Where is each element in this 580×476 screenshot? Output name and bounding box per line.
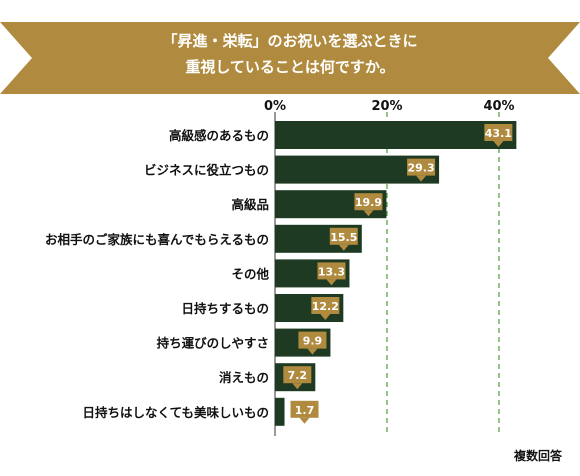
bar-row: 高級感のあるもの 43.1: [169, 121, 517, 149]
value-badge-pointer: [292, 383, 303, 390]
value-badge-pointer: [326, 279, 337, 286]
value-label: 43.1: [485, 127, 512, 140]
value-label: 29.3: [408, 162, 435, 175]
value-badge: [290, 400, 319, 418]
bars: 高級感のあるもの 43.1 ビジネスに役立つもの 29.3 高級品 19.9 お相手のご家族…: [45, 121, 517, 426]
value-badge-pointer: [320, 314, 331, 320]
category-label: 日持ちするもの: [181, 301, 269, 316]
bar-row: その他 13.3: [231, 259, 350, 288]
value-label: 1.7: [295, 404, 315, 417]
value-label: 13.3: [318, 265, 345, 278]
value-badge: [407, 158, 436, 176]
category-label: ビジネスに役立つもの: [144, 163, 269, 178]
bar-row: 消えもの 7.2: [219, 363, 316, 392]
value-label: 7.2: [288, 369, 308, 382]
x-axis-ticks: 0% 20% 40%: [264, 99, 515, 114]
value-label: 9.9: [303, 335, 323, 348]
x-tick-label: 40%: [483, 99, 514, 114]
bar-row: 高級品 19.9: [231, 190, 387, 219]
category-label: 日持ちはしなくても美味しいもの: [82, 405, 269, 420]
value-label: 19.9: [355, 196, 382, 209]
value-badge-pointer: [493, 141, 504, 147]
value-label: 15.5: [330, 231, 357, 244]
value-badge: [283, 366, 312, 384]
bar-row: 日持ちはしなくても美味しいもの 1.7: [82, 397, 319, 426]
value-badge-pointer: [307, 348, 318, 355]
value-badge-pointer: [363, 210, 374, 217]
value-badge: [317, 262, 346, 280]
value-label: 12.2: [312, 300, 339, 313]
value-badge: [329, 227, 358, 245]
value-badge: [311, 297, 340, 314]
bar-row: 持ち運びのしやすさ 9.9: [157, 328, 331, 357]
category-label: 消えもの: [219, 370, 269, 385]
category-label: 高級感のあるもの: [169, 128, 269, 143]
bar-row: ビジネスに役立つもの 29.3: [144, 155, 440, 184]
value-badge-pointer: [338, 244, 349, 251]
category-label: 高級品: [231, 197, 269, 212]
x-tick-label: 0%: [264, 99, 286, 114]
x-tick-label: 20%: [371, 99, 402, 114]
value-badge: [354, 193, 383, 211]
chart-title-line-1: 「昇進・栄転」のお祝いを選ぶときに: [162, 32, 417, 50]
category-label: その他: [231, 266, 269, 281]
value-badge: [298, 331, 327, 349]
value-badge-pointer: [299, 417, 310, 424]
chart-note: 複数回答: [513, 448, 563, 463]
chart-title-line-2: 重視していることは何ですか。: [185, 58, 394, 76]
category-label: 持ち運びのしやすさ: [157, 336, 269, 351]
value-badge-pointer: [416, 175, 427, 182]
bar-row: お相手のご家族にも喜んでもらえるもの 15.5: [45, 224, 362, 253]
bar: [275, 121, 517, 149]
bar-row: 日持ちするもの 12.2: [181, 294, 344, 322]
category-label: お相手のご家族にも喜んでもらえるもの: [45, 232, 269, 247]
title-banner: 「昇進・栄転」のお祝いを選ぶときに 重視していることは何ですか。: [0, 22, 580, 94]
bar: [275, 397, 285, 426]
title-banner-shape: [0, 22, 580, 94]
value-badge: [484, 124, 513, 141]
